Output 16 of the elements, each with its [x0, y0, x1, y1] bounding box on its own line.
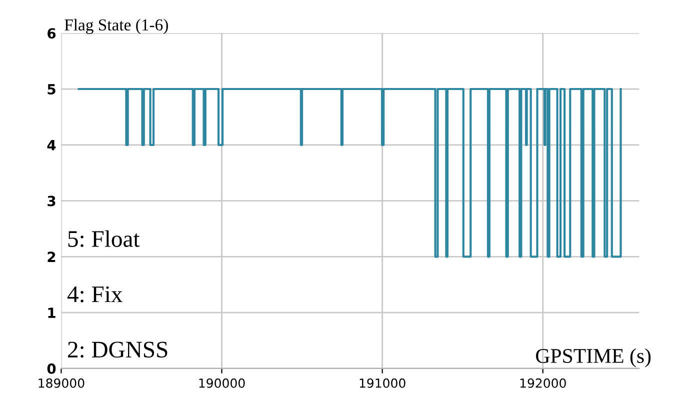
y-tick-label: 3: [48, 196, 56, 206]
x-tick-label: 192000: [520, 378, 566, 388]
y-tick-label: 0: [47, 363, 56, 374]
x-tick-label: 189000: [38, 378, 84, 388]
x-axis-title: GPSTIME (s): [536, 348, 651, 368]
y-tick-label: 4: [47, 140, 56, 150]
y-tick-label: 2: [48, 252, 56, 262]
annotation: 4: Fix: [67, 286, 122, 302]
y-tick-label: 1: [48, 308, 56, 318]
x-tick-label: 190000: [199, 378, 245, 388]
y-tick-label: 5: [48, 84, 56, 94]
annotation: 5: Float: [68, 230, 140, 248]
y-tick-label: 6: [48, 28, 56, 39]
annotation: 2: DGNSS: [68, 342, 168, 358]
x-tick-label: 191000: [360, 378, 406, 388]
y-axis-title: Flag State (1-6): [64, 18, 168, 34]
